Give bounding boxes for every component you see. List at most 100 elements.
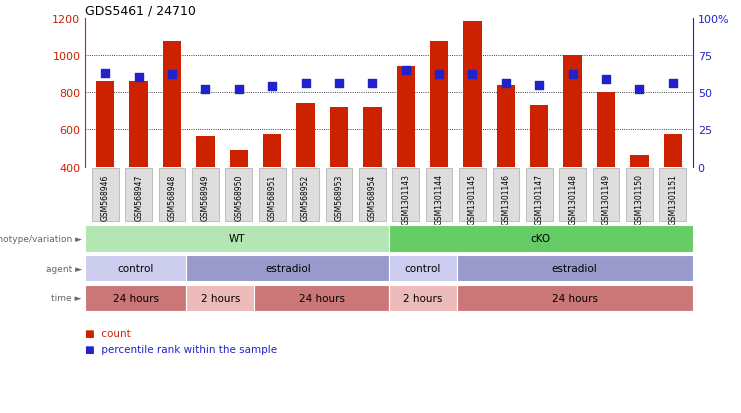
Point bbox=[500, 81, 512, 87]
Bar bbox=[187, 255, 389, 282]
Bar bbox=[389, 255, 456, 282]
Text: GSM568949: GSM568949 bbox=[201, 174, 210, 220]
Text: GSM1301149: GSM1301149 bbox=[602, 174, 611, 225]
Bar bbox=[359, 169, 385, 222]
Bar bbox=[559, 169, 586, 222]
Text: GDS5461 / 24710: GDS5461 / 24710 bbox=[85, 5, 196, 17]
Bar bbox=[263, 135, 282, 167]
Bar bbox=[493, 169, 519, 222]
Bar bbox=[430, 42, 448, 167]
Bar bbox=[393, 169, 419, 222]
Bar bbox=[292, 169, 319, 222]
Point bbox=[467, 72, 479, 78]
Text: cKO: cKO bbox=[531, 234, 551, 244]
Bar bbox=[563, 56, 582, 167]
Point bbox=[133, 75, 144, 81]
Bar bbox=[254, 285, 389, 311]
Bar bbox=[363, 108, 382, 167]
Bar bbox=[496, 85, 515, 167]
Text: GSM1301143: GSM1301143 bbox=[401, 174, 411, 225]
Text: 24 hours: 24 hours bbox=[552, 293, 598, 303]
Bar bbox=[85, 255, 187, 282]
Bar bbox=[225, 169, 252, 222]
Text: 2 hours: 2 hours bbox=[201, 293, 240, 303]
Text: GSM1301144: GSM1301144 bbox=[435, 174, 444, 225]
Text: agent ►: agent ► bbox=[45, 264, 82, 273]
Text: GSM568950: GSM568950 bbox=[234, 174, 243, 220]
Text: 2 hours: 2 hours bbox=[403, 293, 442, 303]
Text: 24 hours: 24 hours bbox=[299, 293, 345, 303]
Bar bbox=[659, 169, 686, 222]
Point bbox=[266, 84, 278, 90]
Bar bbox=[230, 151, 248, 167]
Bar bbox=[96, 82, 114, 167]
Text: GSM1301147: GSM1301147 bbox=[535, 174, 544, 225]
Bar bbox=[389, 285, 456, 311]
Text: 24 hours: 24 hours bbox=[113, 293, 159, 303]
Bar bbox=[159, 169, 185, 222]
Bar bbox=[396, 67, 415, 167]
Bar bbox=[330, 108, 348, 167]
Text: ■  percentile rank within the sample: ■ percentile rank within the sample bbox=[85, 344, 277, 354]
Text: time ►: time ► bbox=[51, 294, 82, 303]
Point bbox=[600, 76, 612, 83]
Bar bbox=[325, 169, 352, 222]
Bar bbox=[626, 169, 653, 222]
Bar bbox=[456, 285, 693, 311]
Bar bbox=[389, 225, 693, 252]
Text: control: control bbox=[118, 263, 154, 273]
Text: GSM568953: GSM568953 bbox=[334, 174, 343, 220]
Bar bbox=[163, 42, 182, 167]
Point bbox=[433, 72, 445, 78]
Text: GSM1301146: GSM1301146 bbox=[502, 174, 511, 225]
Text: GSM568947: GSM568947 bbox=[134, 174, 143, 220]
Bar bbox=[187, 285, 254, 311]
Point bbox=[567, 72, 579, 78]
Point bbox=[400, 67, 412, 74]
Bar bbox=[125, 169, 152, 222]
Point bbox=[667, 81, 679, 87]
Text: ■  count: ■ count bbox=[85, 328, 131, 338]
Point bbox=[333, 81, 345, 87]
Text: genotype/variation ►: genotype/variation ► bbox=[0, 234, 82, 243]
Text: estradiol: estradiol bbox=[265, 263, 310, 273]
Bar bbox=[296, 104, 315, 167]
Bar bbox=[463, 22, 482, 167]
Text: GSM1301148: GSM1301148 bbox=[568, 174, 577, 225]
Text: estradiol: estradiol bbox=[552, 263, 597, 273]
Bar bbox=[530, 106, 548, 167]
Point bbox=[366, 81, 378, 87]
Bar bbox=[92, 169, 119, 222]
Bar bbox=[259, 169, 285, 222]
Text: GSM568954: GSM568954 bbox=[368, 174, 377, 220]
Bar bbox=[593, 169, 619, 222]
Point bbox=[233, 87, 245, 93]
Bar bbox=[456, 255, 693, 282]
Text: GSM1301151: GSM1301151 bbox=[668, 174, 677, 225]
Bar bbox=[459, 169, 486, 222]
Bar bbox=[85, 285, 187, 311]
Bar bbox=[192, 169, 219, 222]
Text: GSM568948: GSM568948 bbox=[167, 174, 176, 220]
Text: GSM568952: GSM568952 bbox=[301, 174, 310, 220]
Point bbox=[166, 72, 178, 78]
Text: GSM568946: GSM568946 bbox=[101, 174, 110, 220]
Point bbox=[634, 87, 645, 93]
Bar bbox=[597, 93, 615, 167]
Point bbox=[299, 81, 311, 87]
Bar bbox=[85, 225, 389, 252]
Point bbox=[99, 70, 111, 77]
Point bbox=[199, 87, 211, 93]
Text: GSM1301145: GSM1301145 bbox=[468, 174, 477, 225]
Text: control: control bbox=[405, 263, 441, 273]
Bar bbox=[196, 137, 215, 167]
Bar bbox=[130, 82, 147, 167]
Bar bbox=[664, 135, 682, 167]
Bar bbox=[526, 169, 553, 222]
Bar bbox=[426, 169, 453, 222]
Text: GSM1301150: GSM1301150 bbox=[635, 174, 644, 225]
Point bbox=[534, 82, 545, 89]
Bar bbox=[631, 156, 648, 167]
Text: WT: WT bbox=[229, 234, 245, 244]
Text: GSM568951: GSM568951 bbox=[268, 174, 276, 220]
